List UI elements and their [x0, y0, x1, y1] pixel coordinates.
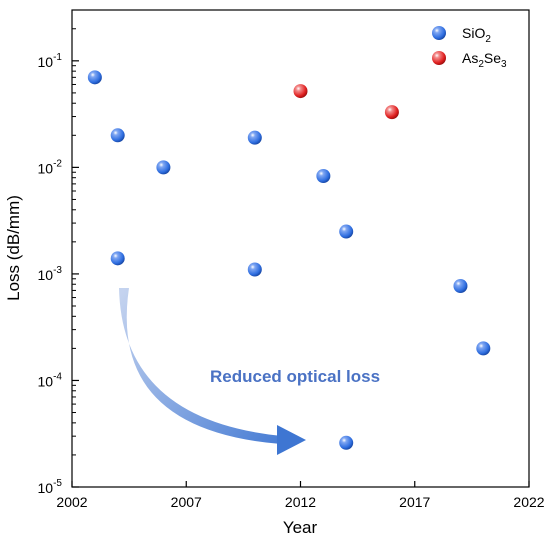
as2se3-point — [384, 105, 399, 120]
sio2-point — [156, 160, 171, 175]
sio2-point — [339, 224, 354, 239]
x-tick-label: 2012 — [285, 494, 316, 510]
legend-label-sio2: SiO2 — [462, 25, 491, 45]
y-axis-ticks: 10-5 10-4 10-3 10-2 10-1 — [38, 28, 79, 496]
sio2-point — [247, 262, 262, 277]
as2se3-point — [293, 84, 308, 99]
y-tick-label: 10-2 — [38, 158, 63, 176]
y-tick-label: 10-5 — [38, 478, 63, 496]
sio2-point — [110, 251, 125, 266]
x-tick-label: 2017 — [399, 494, 430, 510]
reduced-loss-arrow — [119, 288, 306, 455]
x-tick-label: 2022 — [513, 494, 544, 510]
y-tick-label: 10-4 — [38, 371, 63, 389]
x-axis-title: Year — [283, 518, 318, 537]
x-tick-label: 2002 — [56, 494, 87, 510]
y-tick-label: 10-1 — [38, 52, 63, 70]
y-tick-label: 10-3 — [38, 265, 63, 283]
x-tick-label: 2007 — [171, 494, 202, 510]
sio2-point — [110, 128, 125, 143]
legend-marker-as2se3 — [432, 51, 446, 65]
sio2-point — [339, 435, 354, 450]
sio2-point — [247, 130, 262, 145]
sio2-point — [316, 168, 331, 183]
arrow-head — [277, 425, 306, 455]
arrow-shaft — [119, 288, 282, 444]
data-points — [87, 70, 491, 450]
sio2-point — [453, 279, 468, 294]
sio2-point — [87, 70, 102, 85]
plot-frame — [71, 9, 530, 488]
legend-label-as2se3: As2Se3 — [462, 50, 507, 70]
legend-marker-sio2 — [432, 26, 446, 40]
y-axis-title: Loss (dB/mm) — [4, 195, 23, 301]
sio2-point — [476, 341, 491, 356]
legend: SiO2 As2Se3 — [432, 25, 507, 70]
annotation-text: Reduced optical loss — [210, 367, 380, 386]
x-axis-ticks: 2002 2007 2012 2017 2022 — [56, 481, 545, 510]
